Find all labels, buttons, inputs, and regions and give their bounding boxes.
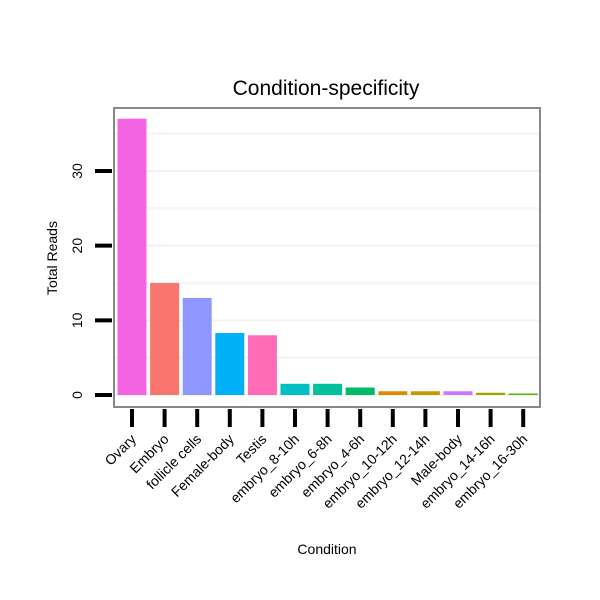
bar: [280, 383, 310, 395]
plot-panel-border: [113, 107, 541, 408]
bar: [345, 387, 375, 395]
bar: [247, 335, 277, 395]
bar: [313, 383, 343, 395]
bars: [117, 118, 538, 395]
y-tick-label: 20: [69, 238, 85, 254]
bar: [182, 297, 212, 395]
y-tick-label: 0: [69, 391, 85, 399]
x-axis-label: Condition: [297, 541, 356, 557]
chart-title: Condition-specificity: [233, 77, 420, 100]
bar: [378, 391, 408, 395]
y-axis-label: Total Reads: [44, 221, 60, 295]
bar: [508, 393, 538, 395]
bar: [410, 391, 440, 395]
bar: [150, 282, 180, 395]
bar: [476, 392, 506, 395]
y-tick-label: 30: [69, 163, 85, 179]
bar: [443, 391, 473, 395]
y-axis: 0 10 20 30: [69, 163, 112, 399]
y-tick-label: 10: [69, 312, 85, 328]
bar: [215, 333, 245, 395]
bar: [117, 118, 147, 395]
